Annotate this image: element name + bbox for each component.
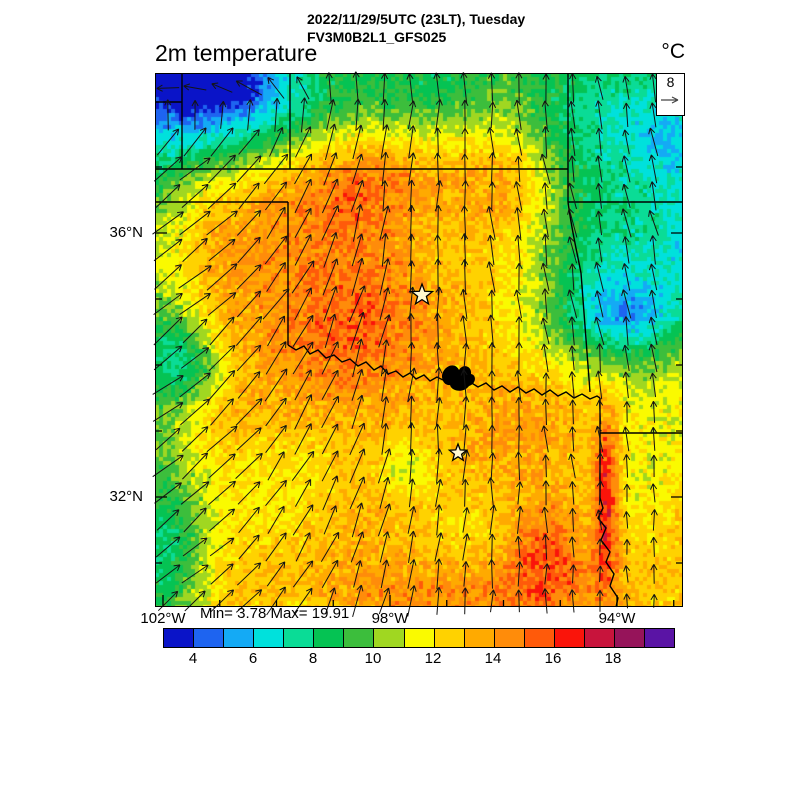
colorbar-segment [254,629,285,647]
colorbar-segment [404,629,435,647]
datetime-title: 2022/11/29/5UTC (23LT), Tuesday [307,11,526,27]
colorbar-tick-value: 18 [604,650,622,667]
minmax-stats-label: Min= 3.78 Max= 19.91 [200,605,350,622]
colorbar-segment [645,629,675,647]
colorbar-segment [614,629,645,647]
colorbar-segment [314,629,345,647]
colorbar-tick-value: 16 [544,650,562,667]
colorbar-tick-value: 8 [308,650,318,667]
map-border [155,73,683,607]
lon-tick-label: 98°W [371,610,409,627]
colorbar-segment [584,629,615,647]
colorbar-segment [224,629,255,647]
colorbar-segment [554,629,585,647]
lat-tick-label: 36°N [109,224,143,241]
colorbar-tick-value: 6 [248,650,258,667]
wind-reference-arrow-icon [661,96,679,104]
colorbar-tick-value: 12 [424,650,442,667]
colorbar-segment [524,629,555,647]
colorbar [163,628,675,648]
lat-tick-label: 32°N [109,488,143,505]
variable-title: 2m temperature [155,40,318,66]
colorbar-tick-value: 4 [188,650,198,667]
colorbar-tick-value: 10 [364,650,382,667]
wind-reference-value: 8 [666,74,675,90]
units-label: °C [661,40,685,63]
model-title: FV3M0B2L1_GFS025 [307,29,447,45]
colorbar-segment [374,629,405,647]
colorbar-tick-value: 14 [484,650,502,667]
colorbar-segment [434,629,465,647]
title-block: 2022/11/29/5UTC (23LT), Tuesday FV3M0B2L1… [307,10,525,46]
lon-tick-label: 102°W [140,610,186,627]
colorbar-segment [284,629,315,647]
colorbar-segment [194,629,225,647]
lon-tick-label: 94°W [598,610,636,627]
colorbar-segment [494,629,525,647]
colorbar-segment [164,629,195,647]
colorbar-segment [344,629,375,647]
colorbar-segment [464,629,495,647]
wind-reference-box: 8 [656,73,685,116]
